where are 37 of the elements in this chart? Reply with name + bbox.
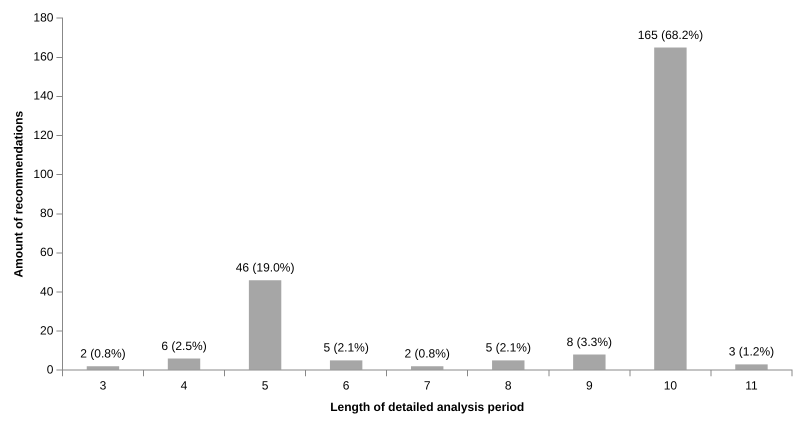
- y-tick-label: 100: [33, 166, 54, 181]
- x-tick-label: 3: [100, 378, 107, 393]
- data-label: 5 (2.1%): [323, 340, 369, 355]
- bar: [248, 280, 282, 370]
- y-axis-title: Amount of recommendations: [12, 110, 26, 278]
- y-tick-label: 60: [40, 245, 54, 260]
- y-tick-label: 180: [33, 10, 54, 25]
- x-tick-label: 5: [262, 378, 269, 393]
- y-tick-label: 160: [33, 50, 54, 64]
- x-tick-label: 11: [745, 378, 758, 393]
- y-tick-label: 20: [40, 323, 54, 338]
- y-tick-label: 120: [33, 128, 54, 142]
- data-label: 3 (1.2%): [728, 344, 774, 359]
- data-label: 2 (0.8%): [80, 346, 126, 361]
- bar: [654, 48, 687, 370]
- x-axis-title: Length of detailed analysis period: [330, 400, 524, 414]
- x-tick-label: 9: [586, 378, 593, 393]
- x-tick-label: 7: [424, 378, 431, 393]
- data-label: 2 (0.8%): [404, 346, 450, 361]
- data-label: 46 (19.0%): [236, 260, 294, 275]
- y-tick-label: 140: [33, 88, 54, 103]
- y-tick-label: 80: [40, 206, 54, 220]
- bar: [492, 360, 524, 370]
- data-label: 6 (2.5%): [161, 338, 207, 353]
- x-tick-label: 10: [664, 378, 678, 393]
- x-tick-label: 8: [504, 378, 512, 393]
- y-tick-label: 40: [40, 284, 54, 298]
- bar: [330, 360, 362, 370]
- bar: [573, 354, 606, 370]
- data-label: 5 (2.1%): [486, 340, 531, 355]
- data-label: 8 (3.3%): [566, 334, 612, 349]
- x-tick-label: 6: [342, 378, 350, 393]
- bar: [168, 358, 200, 370]
- data-label: 165 (68.2%): [638, 28, 704, 42]
- y-tick-label: 0: [46, 362, 54, 377]
- bar: [735, 364, 768, 370]
- x-tick-label: 4: [180, 378, 188, 393]
